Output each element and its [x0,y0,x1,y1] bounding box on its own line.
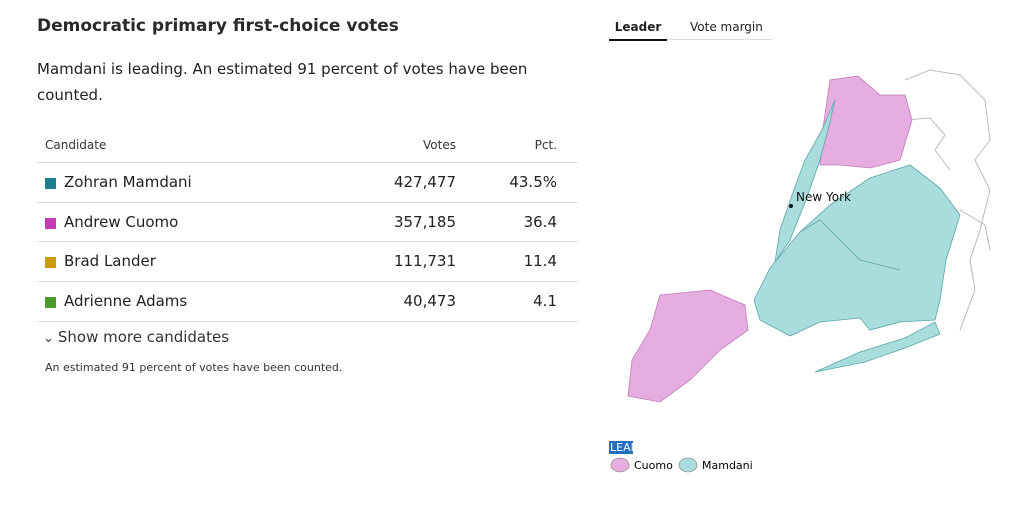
table-row: Brad Lander 111,731 11.4 [37,241,578,281]
borough-mamdani [753,164,961,337]
coastline [904,69,991,331]
table-row: Andrew Cuomo 357,185 36.4 [37,201,578,242]
vote-count: 357,185 [393,212,456,231]
color-swatch [45,217,56,229]
tab[interactable]: Vote margin [690,20,763,34]
color-swatch [45,297,56,309]
legend-swatch [610,457,630,473]
city-dot [789,204,793,208]
table-bottom [37,321,578,322]
candidate-name: Adrienne Adams [64,292,188,311]
show-more[interactable]: ⌄ Show more candidates [43,328,230,346]
legend-label: Cuomo [634,459,673,472]
vote-percent: 4.1 [533,292,557,311]
legend-title: LEAD/WON [610,441,671,454]
candidate-name: Brad Lander [64,252,156,271]
borough-border [799,219,901,271]
vote-count: 111,731 [393,252,456,271]
tab-rule [667,39,772,40]
legend-label: Mamdani [702,459,753,472]
subtitle: Mamdani is leading. An estimated 91 perc… [37,60,528,104]
column-header: Pct. [534,138,557,152]
borough-mamdani [814,321,941,373]
candidate-name: Zohran Mamdani [64,173,192,191]
table-row: Adrienne Adams 40,473 4.1 [37,281,578,321]
vote-count: 427,477 [393,173,456,191]
legend-highlight [609,441,633,454]
borough-cuomo [627,289,749,403]
candidate-name: Andrew Cuomo [64,212,179,231]
table-row: Zohran Mamdani 427,477 43.5% [37,162,578,202]
title: Democratic primary first-choice votes [37,16,399,36]
column-header: Votes [423,138,456,152]
vote-percent: 11.4 [523,252,557,271]
map-label: New York [796,190,851,204]
show-more-label[interactable]: Show more candidates [57,328,230,346]
tab[interactable]: Leader [609,20,667,41]
vote-percent: 36.4 [523,212,557,231]
vote-percent: 43.5% [509,173,557,191]
vote-count: 40,473 [403,292,457,311]
legend-swatch [678,457,698,473]
legend: Cuomo Mamdani [610,457,753,473]
color-swatch [45,257,56,269]
column-header: Candidate [45,138,107,152]
borough-cuomo [819,75,913,169]
footnote: An estimated 91 percent of votes have be… [45,361,343,374]
color-swatch [45,178,56,189]
